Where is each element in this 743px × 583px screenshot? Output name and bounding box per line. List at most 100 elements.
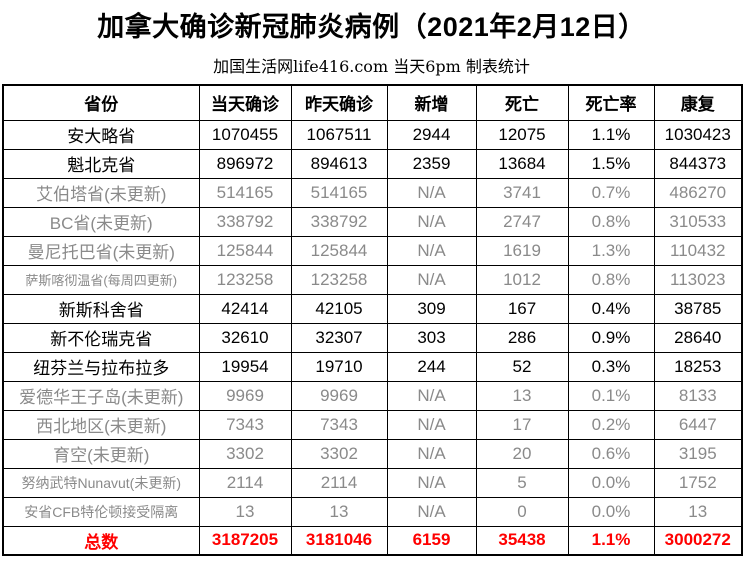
cell-yesterday: 514165 xyxy=(290,177,388,208)
cell-province: 新斯科舍省 xyxy=(2,293,200,324)
cell-recovered: 38785 xyxy=(653,293,743,324)
cell-recovered: 844373 xyxy=(653,148,743,179)
cell-deaths: 1012 xyxy=(475,264,569,295)
cell-recovered: 1030423 xyxy=(653,119,743,150)
cell-recovered: 6447 xyxy=(653,409,743,440)
table-row: 萨斯喀彻温省(每周四更新) 123258 123258 N/A 1012 0.8% 1130… xyxy=(2,264,743,295)
cell-death-rate: 0.7% xyxy=(567,177,655,208)
cell-recovered: 1752 xyxy=(653,467,743,498)
cell-today: 338792 xyxy=(198,206,292,237)
cell-deaths: 12075 xyxy=(475,119,569,150)
cell-death-rate: 1.1% xyxy=(567,119,655,150)
table-row: 魁北克省 896972 894613 2359 13684 1.5% 844373 xyxy=(2,148,743,179)
total-today: 3187205 xyxy=(198,525,292,556)
total-death-rate: 1.1% xyxy=(567,525,655,556)
cell-new-cases: N/A xyxy=(386,467,477,498)
total-yesterday: 3181046 xyxy=(290,525,388,556)
table-row: BC省(未更新) 338792 338792 N/A 2747 0.8% 310533 xyxy=(2,206,743,237)
page-title: 加拿大确诊新冠肺炎病例（2021年2月12日） xyxy=(97,12,646,42)
cell-deaths: 167 xyxy=(475,293,569,324)
header-cell-deaths: 死亡 xyxy=(475,84,569,121)
cell-deaths: 1619 xyxy=(475,235,569,266)
cell-today: 2114 xyxy=(198,467,292,498)
cell-death-rate: 0.2% xyxy=(567,409,655,440)
cell-province: 萨斯喀彻温省(每周四更新) xyxy=(2,264,200,295)
cell-new-cases: 303 xyxy=(386,322,477,353)
table-row: 西北地区(未更新) 7343 7343 N/A 17 0.2% 6447 xyxy=(2,409,743,440)
cell-deaths: 13684 xyxy=(475,148,569,179)
cell-today: 13 xyxy=(198,496,292,527)
cell-death-rate: 0.8% xyxy=(567,264,655,295)
cell-death-rate: 0.9% xyxy=(567,322,655,353)
table-row: 安省CFB特伦顿接受隔离 13 13 N/A 0 0.0% 13 xyxy=(2,496,743,527)
cell-today: 1070455 xyxy=(198,119,292,150)
cell-province: BC省(未更新) xyxy=(2,206,200,237)
cell-today: 3302 xyxy=(198,438,292,469)
total-recovered: 3000272 xyxy=(653,525,743,556)
cell-province: 新不伦瑞克省 xyxy=(2,322,200,353)
cell-deaths: 3741 xyxy=(475,177,569,208)
table-row: 育空(未更新) 3302 3302 N/A 20 0.6% 3195 xyxy=(2,438,743,469)
cell-yesterday: 19710 xyxy=(290,351,388,382)
cell-province: 努纳武特Nunavut(未更新) xyxy=(2,467,200,498)
table-row: 安大略省 1070455 1067511 2944 12075 1.1% 1030423 xyxy=(2,119,743,150)
cell-recovered: 113023 xyxy=(653,264,743,295)
header-cell-yesterday: 昨天确诊 xyxy=(290,84,388,121)
cell-new-cases: N/A xyxy=(386,380,477,411)
cell-deaths: 0 xyxy=(475,496,569,527)
cell-recovered: 28640 xyxy=(653,322,743,353)
page: 加拿大确诊新冠肺炎病例（2021年2月12日） 加国生活网life416.com… xyxy=(2,12,743,556)
table-row: 新斯科舍省 42414 42105 309 167 0.4% 38785 xyxy=(2,293,743,324)
cell-new-cases: N/A xyxy=(386,206,477,237)
total-label: 总数 xyxy=(2,525,200,556)
cell-recovered: 486270 xyxy=(653,177,743,208)
cell-new-cases: 2359 xyxy=(386,148,477,179)
cell-province: 魁北克省 xyxy=(2,148,200,179)
cell-today: 896972 xyxy=(198,148,292,179)
cell-today: 514165 xyxy=(198,177,292,208)
header-cell-death-rate: 死亡率 xyxy=(567,84,655,121)
cell-new-cases: N/A xyxy=(386,438,477,469)
header-cell-recovered: 康复 xyxy=(653,84,743,121)
cell-deaths: 17 xyxy=(475,409,569,440)
cell-province: 纽芬兰与拉布拉多 xyxy=(2,351,200,382)
page-subtitle: 加国生活网life416.com 当天6pm 制表统计 xyxy=(213,57,530,76)
cell-recovered: 3195 xyxy=(653,438,743,469)
cell-death-rate: 0.6% xyxy=(567,438,655,469)
cell-recovered: 13 xyxy=(653,496,743,527)
cell-new-cases: 2944 xyxy=(386,119,477,150)
cell-deaths: 286 xyxy=(475,322,569,353)
cell-new-cases: 309 xyxy=(386,293,477,324)
cell-today: 7343 xyxy=(198,409,292,440)
cell-death-rate: 0.4% xyxy=(567,293,655,324)
cell-yesterday: 125844 xyxy=(290,235,388,266)
cell-recovered: 310533 xyxy=(653,206,743,237)
header-cell-today: 当天确诊 xyxy=(198,84,292,121)
table-row: 艾伯塔省(未更新) 514165 514165 N/A 3741 0.7% 486270 xyxy=(2,177,743,208)
cell-death-rate: 1.3% xyxy=(567,235,655,266)
cell-death-rate: 0.1% xyxy=(567,380,655,411)
total-row: 总数 3187205 3181046 6159 35438 1.1% 3000272 xyxy=(2,525,743,556)
cell-today: 125844 xyxy=(198,235,292,266)
cell-recovered: 110432 xyxy=(653,235,743,266)
table-row: 纽芬兰与拉布拉多 19954 19710 244 52 0.3% 18253 xyxy=(2,351,743,382)
cell-yesterday: 32307 xyxy=(290,322,388,353)
cell-yesterday: 7343 xyxy=(290,409,388,440)
cell-yesterday: 338792 xyxy=(290,206,388,237)
cell-province: 安省CFB特伦顿接受隔离 xyxy=(2,496,200,527)
cell-today: 19954 xyxy=(198,351,292,382)
cell-today: 32610 xyxy=(198,322,292,353)
cell-death-rate: 0.0% xyxy=(567,496,655,527)
cell-province: 曼尼托巴省(未更新) xyxy=(2,235,200,266)
cell-new-cases: 244 xyxy=(386,351,477,382)
cell-yesterday: 9969 xyxy=(290,380,388,411)
cell-yesterday: 2114 xyxy=(290,467,388,498)
cell-new-cases: N/A xyxy=(386,409,477,440)
table-body: 安大略省 1070455 1067511 2944 12075 1.1% 1030423 魁北… xyxy=(2,119,743,556)
total-deaths: 35438 xyxy=(475,525,569,556)
cell-new-cases: N/A xyxy=(386,177,477,208)
cell-yesterday: 3302 xyxy=(290,438,388,469)
table-row: 曼尼托巴省(未更新) 125844 125844 N/A 1619 1.3% 110432 xyxy=(2,235,743,266)
total-new-cases: 6159 xyxy=(386,525,477,556)
table-row: 爱德华王子岛(未更新) 9969 9969 N/A 13 0.1% 8133 xyxy=(2,380,743,411)
